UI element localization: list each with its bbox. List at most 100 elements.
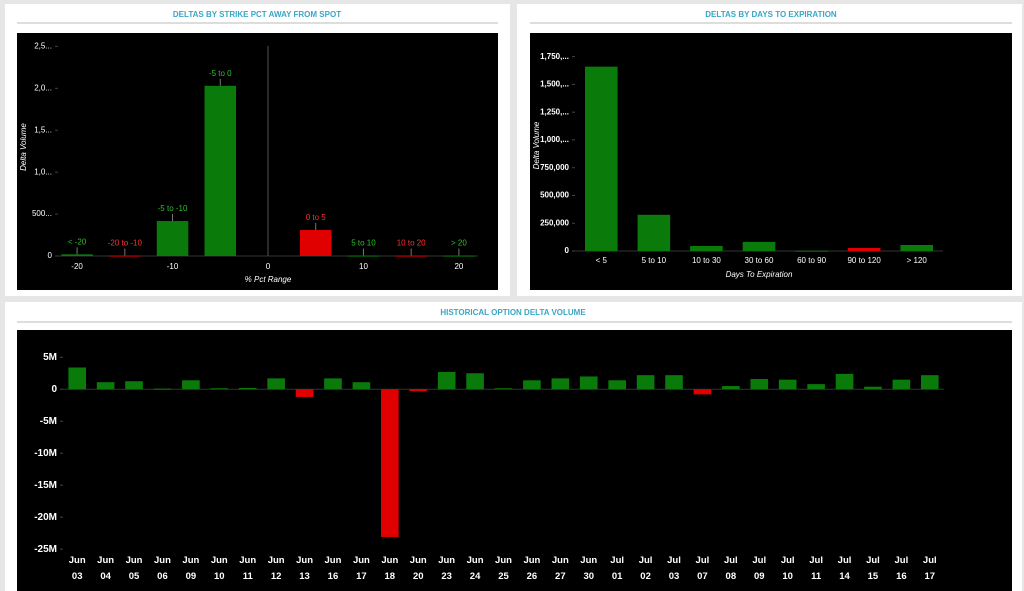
x-tick-label: 60 to 90: [797, 256, 826, 265]
bar: [96, 382, 115, 390]
bar: [579, 376, 598, 390]
x-tick-label: Jul 14: [837, 555, 852, 582]
x-tick-label: Jul 11: [809, 555, 823, 582]
y-tick-label: 500...: [32, 209, 52, 218]
bar: [665, 375, 683, 390]
x-tick-label: Jun 26: [523, 555, 541, 582]
x-tick-label-box: Jun 25: [495, 555, 512, 582]
y-tick-label: 1,750,...: [540, 52, 569, 61]
x-tick-label: -10: [167, 262, 179, 271]
x-tick-label-box: Jun 03: [68, 555, 86, 582]
bar: [864, 386, 882, 390]
x-tick-label: -20: [71, 262, 83, 271]
x-tick-label: Jun 18: [381, 555, 399, 582]
x-tick-label: 20: [454, 262, 463, 271]
x-tick-label: Jul 17: [922, 555, 937, 582]
x-tick-label: Jun 27: [551, 555, 569, 582]
x-tick-label: Jun 05: [125, 555, 143, 582]
x-tick-label: Jun 30: [580, 555, 598, 582]
y-tick-label: -25M: [34, 544, 57, 555]
y-tick-label: 2,0...: [34, 83, 52, 92]
x-tick-label: Jun 25: [495, 555, 512, 582]
plot-area: [17, 330, 1012, 591]
y-tick-label: 250,000: [540, 218, 569, 227]
x-tick-label: Jul 10: [780, 555, 795, 582]
bar: [352, 382, 371, 390]
bar: [690, 246, 723, 251]
x-tick-label: Jun 17: [352, 555, 370, 582]
x-axis-title: % Pct Range: [245, 275, 292, 284]
x-tick-label-box: Jun 06: [154, 555, 171, 582]
y-tick-label: 0: [51, 384, 57, 395]
x-tick-label-box: Jul 08: [724, 555, 738, 582]
x-tick-label-box: Jun 13: [296, 555, 313, 582]
bar: [182, 380, 200, 390]
data-label: 0 to 5: [306, 213, 327, 222]
x-tick-label-box: Jul 01: [610, 555, 625, 582]
bar: [742, 241, 776, 251]
data-label: > 20: [451, 239, 467, 248]
y-tick-label: 1,0...: [34, 167, 52, 176]
x-tick-label-box: Jul 07: [696, 555, 710, 582]
x-tick-label: Jun 12: [267, 555, 285, 582]
y-tick-label: 5M: [43, 352, 57, 363]
x-tick-label-box: Jun 20: [410, 555, 427, 582]
bar: [807, 384, 825, 390]
x-tick-label: 90 to 120: [847, 256, 881, 265]
x-tick-label: Jun 24: [466, 555, 484, 582]
x-tick-label: Jun 03: [68, 555, 86, 582]
x-tick-label-box: Jul 14: [837, 555, 852, 582]
x-tick-label: Jun 11: [239, 555, 257, 582]
x-tick-label: Jul 01: [610, 555, 625, 582]
bar: [437, 371, 456, 390]
bar: [156, 221, 189, 256]
x-tick-label: Jul 03: [667, 555, 681, 582]
y-tick-label: -10M: [34, 448, 57, 459]
bar: [153, 388, 172, 390]
plot-area: [17, 33, 498, 290]
data-label: -5 to -10: [158, 204, 188, 213]
bar: [395, 255, 427, 257]
x-tick-label: Jun 13: [296, 555, 313, 582]
y-tick-label: 1,250,...: [540, 107, 569, 116]
chart-title: DELTAS BY STRIKE PCT AWAY FROM SPOT: [173, 10, 341, 19]
bar: [299, 230, 332, 256]
bar: [584, 66, 618, 251]
chart-title: DELTAS BY DAYS TO EXPIRATION: [705, 10, 837, 19]
y-tick-label: -15M: [34, 480, 57, 491]
x-tick-label-box: Jun 23: [438, 555, 456, 582]
bar: [778, 379, 797, 390]
bar: [68, 367, 87, 390]
bar: [900, 245, 934, 251]
bar: [835, 373, 854, 390]
x-tick-label-box: Jun 30: [580, 555, 598, 582]
x-tick-label: > 120: [907, 256, 928, 265]
bar: [295, 389, 314, 397]
data-label: 5 to 10: [351, 239, 376, 248]
data-label: -5 to 0: [209, 69, 232, 78]
bar: [551, 378, 570, 390]
bar: [637, 214, 671, 251]
x-tick-label: Jun 23: [438, 555, 456, 582]
bar: [210, 388, 229, 390]
bar: [443, 255, 475, 257]
bar: [267, 378, 285, 390]
x-tick-label: 10: [359, 262, 368, 271]
x-tick-label: Jul 09: [752, 555, 767, 582]
bar: [347, 255, 380, 257]
x-tick-label: Jul 15: [866, 555, 880, 582]
x-tick-label-box: Jul 10: [780, 555, 795, 582]
bar: [238, 387, 257, 390]
y-axis-title: Delta Volume: [19, 123, 28, 171]
x-tick-label-box: Jun 11: [239, 555, 257, 582]
bar: [204, 85, 237, 257]
x-tick-label-box: Jun 12: [267, 555, 285, 582]
y-tick-label: 2,5...: [34, 41, 52, 50]
data-label: 10 to 20: [397, 239, 426, 248]
bar: [409, 389, 428, 392]
x-tick-label: Jul 02: [638, 555, 653, 582]
x-tick-label: 10 to 30: [692, 256, 721, 265]
bar: [892, 379, 911, 390]
bar: [61, 254, 93, 256]
y-tick-label: 0: [48, 251, 53, 260]
